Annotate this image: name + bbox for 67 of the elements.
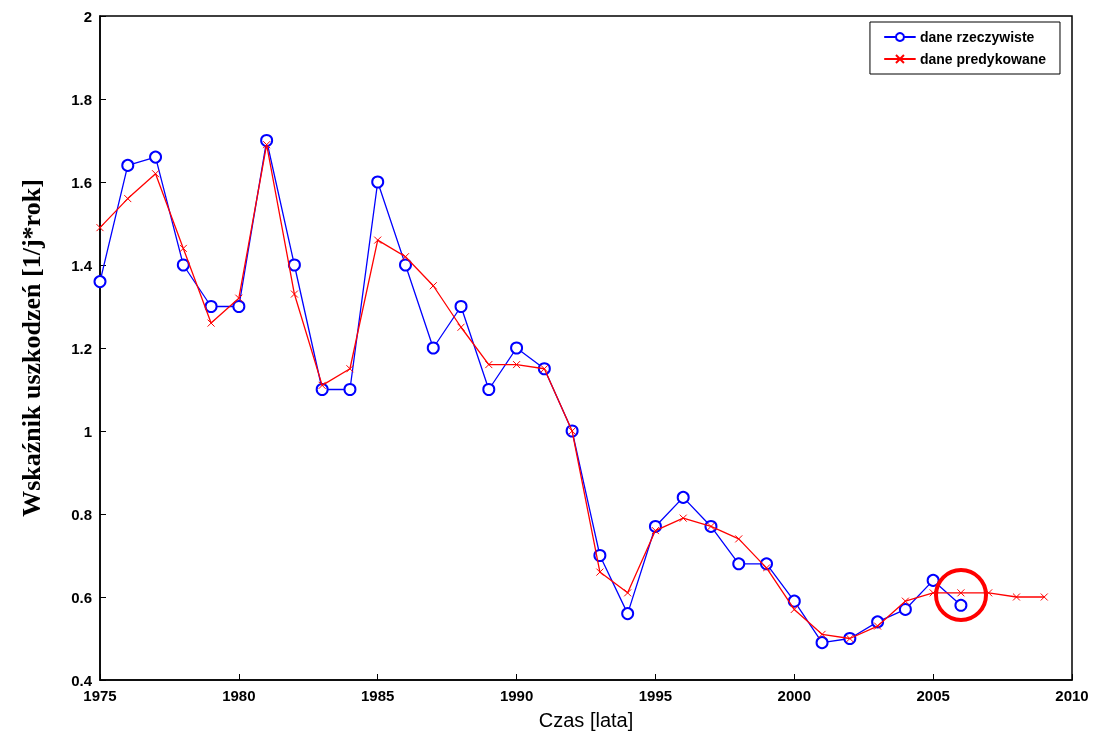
- y-tick-label: 1.8: [71, 90, 92, 108]
- point: [371, 175, 385, 189]
- point: [734, 534, 743, 543]
- x-tick-label: 1995: [638, 687, 673, 704]
- point: [401, 252, 410, 261]
- point: [956, 588, 965, 597]
- x-tick-label: 1990: [499, 687, 534, 704]
- point: [454, 300, 468, 313]
- x-tick-label: 2005: [916, 687, 950, 704]
- point: [96, 223, 104, 232]
- point: [732, 557, 746, 571]
- y-tick-label: 1.6: [71, 173, 92, 191]
- y-axis-title: Wskaźnik uszkodzeń [1/j*rok]: [16, 179, 46, 517]
- point: [790, 605, 799, 614]
- point: [234, 294, 243, 303]
- point: [290, 290, 299, 299]
- point: [512, 360, 521, 369]
- point: [179, 244, 188, 253]
- point: [679, 514, 688, 523]
- y-tick-label: 1: [83, 422, 92, 440]
- point: [510, 341, 524, 355]
- point: [204, 300, 218, 313]
- point: [926, 573, 940, 587]
- point: [901, 597, 910, 606]
- point: [399, 258, 412, 272]
- point: [345, 364, 354, 373]
- point: [149, 150, 163, 164]
- point: [898, 602, 912, 616]
- x-tick-label: 2000: [777, 687, 811, 704]
- point: [595, 568, 604, 577]
- point: [815, 636, 829, 650]
- point: [1012, 593, 1021, 601]
- x-tick-label: 2010: [1055, 687, 1089, 704]
- y-tick-label: 0.8: [71, 505, 92, 523]
- y-tick-label: 1.4: [71, 256, 93, 274]
- point: [232, 300, 246, 313]
- point: [1040, 593, 1049, 601]
- point: [426, 341, 440, 355]
- point: [343, 383, 357, 396]
- y-tick-label: 0.6: [71, 588, 92, 606]
- point: [429, 281, 438, 290]
- point: [457, 323, 466, 332]
- point: [287, 258, 301, 272]
- point: [93, 275, 107, 289]
- point: [373, 236, 382, 245]
- point: [818, 630, 827, 639]
- y-tick-label: 2: [83, 7, 92, 25]
- point: [484, 360, 493, 369]
- legend-label: dane predykowane: [919, 51, 1047, 67]
- x-axis-title: Czas [lata]: [538, 709, 634, 731]
- point: [207, 319, 216, 328]
- x-tick-label: 1975: [83, 687, 117, 704]
- y-tick-label: 1.2: [71, 339, 92, 357]
- point: [787, 594, 801, 608]
- x-tick-label: 1985: [361, 687, 395, 704]
- point: [121, 158, 135, 172]
- y-tick-label: 0.4: [71, 671, 93, 689]
- point: [176, 258, 190, 272]
- point: [621, 607, 635, 621]
- point: [954, 598, 968, 612]
- point: [482, 383, 496, 396]
- point: [123, 194, 132, 203]
- legend-label: dane rzeczywiste: [919, 29, 1035, 45]
- point: [623, 588, 632, 597]
- point: [151, 169, 160, 178]
- x-tick-label: 1980: [222, 687, 256, 704]
- point: [676, 490, 690, 504]
